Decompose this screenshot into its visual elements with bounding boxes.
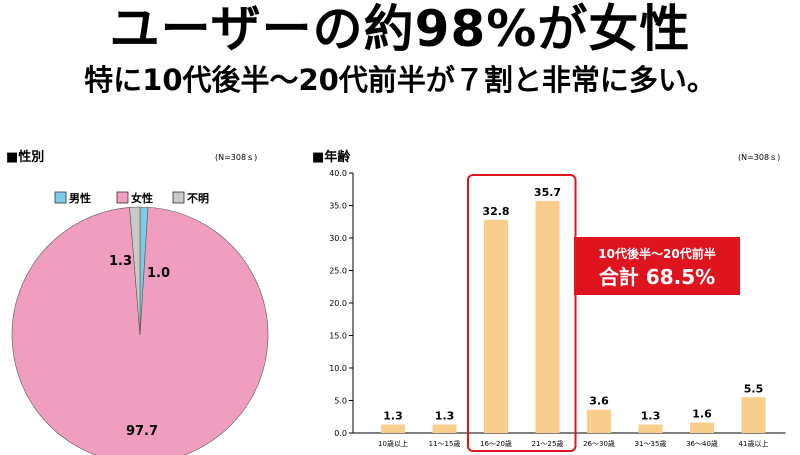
y-tick-label: 10.0: [329, 364, 347, 373]
bar: [638, 424, 663, 433]
callout-line1: 10代後半～20代前半: [598, 246, 715, 261]
age-sample-size: (N=308ｓ): [738, 153, 781, 162]
legend-label: 男性: [69, 191, 91, 205]
bar-data-label: 1.3: [641, 410, 661, 423]
gender-pie-chart: 男性 女性 不明 1.0 97.7 1.3: [11, 191, 269, 455]
pie-data-label: 1.0: [147, 266, 170, 281]
bar-data-label: 35.7: [534, 186, 561, 199]
callout-box: [574, 237, 740, 295]
y-tick-label: 15.0: [329, 332, 347, 341]
pie-slice: [11, 206, 269, 455]
page-subtitle: 特に10代後半～20代前半が７割と非常に多い。: [84, 63, 716, 97]
legend-swatch: [54, 191, 67, 204]
x-tick-label: 36～40歳: [686, 439, 718, 448]
legend-label: 不明: [187, 192, 209, 205]
age-bar-chart: 0.0 5.0 10.0 15.0 20.0 25.0 30.0 35.0 40.0 1.3 10歳…: [329, 169, 786, 452]
x-tick-label: 41歳以上: [739, 439, 769, 448]
bar-data-label: 1.6: [692, 408, 712, 421]
y-tick-label: 5.0: [334, 397, 347, 406]
bar-data-label: 1.3: [435, 410, 455, 423]
x-tick-label: 10歳以上: [378, 439, 408, 448]
legend-label: 女性: [131, 191, 153, 205]
legend-swatch: [116, 191, 129, 204]
bar: [587, 409, 611, 433]
gender-panel-title: ■性別: [6, 150, 45, 165]
x-tick-label: 31～35歳: [635, 439, 667, 448]
bar-data-label: 3.6: [589, 395, 609, 408]
bar: [690, 422, 714, 433]
y-tick-label: 25.0: [329, 267, 347, 276]
pie-data-label: 97.7: [126, 424, 158, 439]
bar: [381, 424, 405, 433]
bar-data-label: 1.3: [383, 410, 403, 423]
legend-swatch: [172, 191, 185, 204]
page-title: ユーザーの約98%が女性: [109, 0, 691, 58]
x-tick-label: 11～15歳: [429, 439, 461, 448]
x-tick-label: 16～20歳: [480, 439, 512, 448]
y-tick-label: 40.0: [329, 169, 347, 178]
pie-slice: [129, 206, 141, 336]
bar: [535, 200, 560, 433]
pie-data-label: 1.3: [109, 254, 132, 269]
x-tick-label: 26～30歳: [583, 439, 615, 448]
gender-sample-size: (N=308ｓ): [215, 153, 258, 162]
bar: [484, 219, 508, 433]
age-panel-title: ■年齢: [312, 150, 351, 165]
bar: [741, 397, 766, 433]
y-tick-label: 20.0: [329, 299, 347, 308]
bar-data-label: 5.5: [744, 382, 764, 395]
bar-data-label: 32.8: [482, 205, 509, 218]
highlight-box: [467, 174, 577, 452]
x-tick-label: 21～25歳: [532, 439, 564, 448]
callout-line2: 合計 68.5%: [599, 265, 715, 289]
y-tick-label: 35.0: [329, 202, 347, 211]
bar: [432, 424, 457, 433]
y-tick-label: 0.0: [334, 429, 347, 438]
y-tick-label: 30.0: [329, 234, 347, 243]
